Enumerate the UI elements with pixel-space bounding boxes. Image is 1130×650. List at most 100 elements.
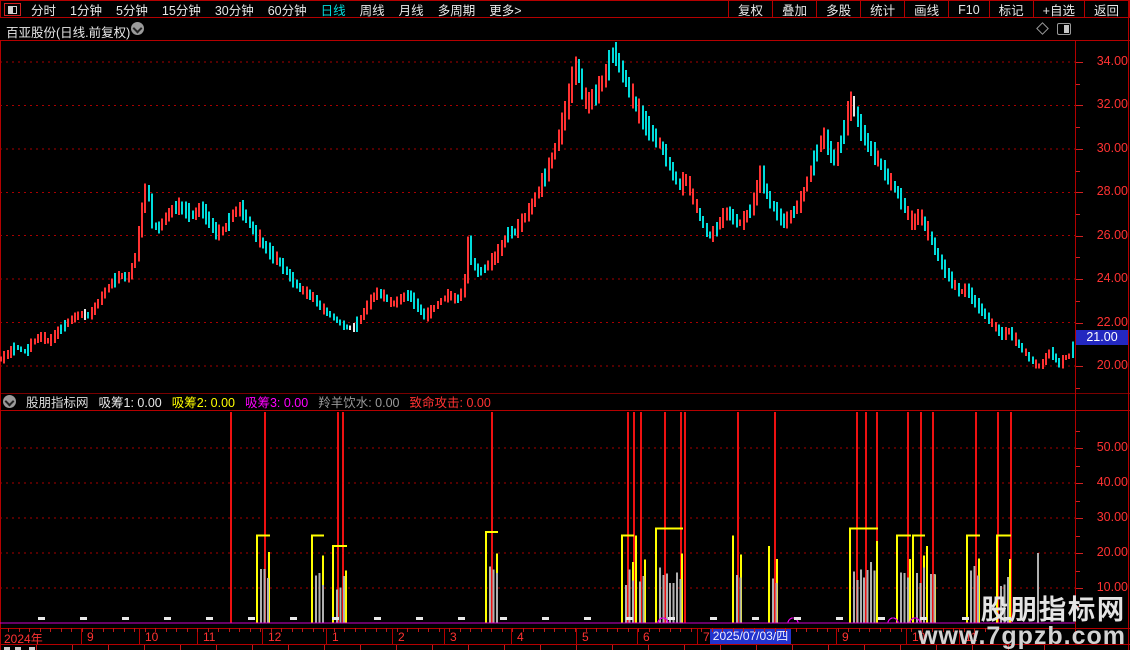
menu-item-周线[interactable]: 周线: [359, 3, 385, 18]
cycle-dash: [668, 617, 675, 620]
candle-bar: [447, 288, 449, 303]
month-boundary: [959, 628, 960, 644]
date-minor-tick: [176, 628, 177, 632]
absorb-bar-inner: [870, 561, 872, 623]
menu-item-月线[interactable]: 月线: [398, 3, 424, 18]
absorb-bar-left: [655, 528, 657, 623]
menu-item-5分钟[interactable]: 5分钟: [115, 3, 148, 18]
window-layout-icon[interactable]: [4, 3, 21, 16]
candle-bar: [3, 351, 5, 364]
date-minor-tick: [439, 628, 440, 632]
candle-bar: [265, 240, 267, 254]
last-price-tag: 21.00: [1076, 330, 1128, 345]
menu-item-60分钟[interactable]: 60分钟: [267, 3, 307, 18]
menu-item-多股[interactable]: 多股: [816, 1, 860, 18]
candle-bar: [900, 188, 902, 210]
title-dropdown-icon[interactable]: [131, 22, 144, 35]
month-boundary: [697, 628, 698, 644]
menu-item-返回[interactable]: 返回: [1083, 1, 1128, 18]
candle-bar: [958, 283, 960, 297]
menu-item-多周期[interactable]: 多周期: [437, 3, 476, 18]
price-tick: [1076, 149, 1083, 150]
menu-item-+自选[interactable]: +自选: [1032, 1, 1084, 18]
absorb-bar-inner: [263, 569, 266, 623]
candle-bar: [87, 312, 89, 319]
menu-item-复权[interactable]: 复权: [728, 1, 772, 18]
candle-bar: [974, 294, 976, 308]
price-tick: [1076, 62, 1083, 63]
candle-bar: [820, 135, 822, 152]
main-price-chart[interactable]: [0, 41, 1075, 393]
candle-bar: [487, 260, 489, 271]
candle-bar: [484, 264, 486, 273]
candle-bar: [0, 356, 2, 362]
candle-bar: [769, 191, 771, 209]
absorb-bar-inner: [625, 585, 627, 623]
menu-item-画线[interactable]: 画线: [904, 1, 948, 18]
date-minor-tick: [355, 628, 356, 632]
candle-bar: [1008, 327, 1010, 335]
menu-item-统计[interactable]: 统计: [860, 1, 904, 18]
absorb-bar-inner: [976, 575, 979, 623]
diamond-icon[interactable]: [1036, 22, 1049, 35]
candle-bar: [591, 89, 593, 110]
attack-spike: [856, 412, 858, 623]
month-boundary: [444, 628, 445, 644]
absorb-bar-inner: [631, 580, 634, 623]
cycle-dash: [80, 617, 87, 620]
menu-item-叠加[interactable]: 叠加: [772, 1, 816, 18]
menu-item-30分钟[interactable]: 30分钟: [214, 3, 254, 18]
candle-bar: [675, 171, 677, 185]
candle-bar: [1062, 355, 1064, 369]
absorb-bar-left: [912, 535, 914, 623]
candle-bar: [810, 165, 812, 182]
menu-item-标记[interactable]: 标记: [988, 1, 1033, 18]
date-minor-tick: [208, 628, 209, 632]
candle-bar: [1052, 347, 1054, 361]
cycle-dash: [38, 617, 45, 620]
candle-bar: [736, 214, 738, 228]
month-label: 4: [517, 630, 524, 644]
absorb-bar-inner: [736, 574, 738, 623]
candle-bar: [289, 268, 291, 282]
menu-item-1分钟[interactable]: 1分钟: [70, 3, 102, 18]
month-boundary: [906, 628, 907, 644]
attack-spike: [684, 412, 686, 623]
menu-item-更多>[interactable]: 更多>: [489, 3, 522, 18]
candle-bar: [232, 209, 234, 223]
menu-item-日线[interactable]: 日线: [320, 3, 346, 18]
date-minor-tick: [901, 628, 902, 632]
price-axis-label: 24.00: [1096, 271, 1128, 285]
month-label: 10: [912, 630, 926, 644]
candle-bar: [24, 348, 26, 354]
candle-bar: [699, 208, 701, 221]
pane-toggle-icon[interactable]: [1057, 23, 1071, 35]
menu-item-F10[interactable]: F10: [948, 1, 989, 17]
candle-bar: [336, 316, 338, 324]
absorb-bar-left: [311, 535, 313, 623]
indicator-dropdown-icon[interactable]: [3, 395, 16, 408]
indicator-axis-label: 50.00: [1096, 440, 1128, 454]
date-minor-tick: [554, 628, 555, 632]
candle-bar: [192, 210, 194, 220]
candle-bar: [847, 100, 849, 136]
candle-bar: [323, 303, 325, 315]
price-axis-label: 34.00: [1096, 54, 1128, 68]
price-tick: [1076, 236, 1083, 237]
month-boundary: [139, 628, 140, 644]
menu-item-15分钟[interactable]: 15分钟: [161, 3, 201, 18]
menu-item-分时[interactable]: 分时: [31, 3, 57, 18]
candle-bar: [827, 129, 829, 156]
date-minor-tick: [943, 628, 944, 632]
candle-bar: [64, 319, 66, 332]
month-boundary: [326, 628, 327, 644]
date-minor-tick: [964, 628, 965, 632]
month-label: 9: [842, 630, 849, 644]
date-minor-tick: [124, 628, 125, 632]
indicator-chart[interactable]: [0, 410, 1075, 628]
candle-bar: [10, 345, 12, 358]
candle-bar: [17, 345, 19, 350]
absorb-bar-left: [849, 528, 851, 623]
candle-bar: [585, 87, 587, 110]
candle-bar: [252, 221, 254, 235]
